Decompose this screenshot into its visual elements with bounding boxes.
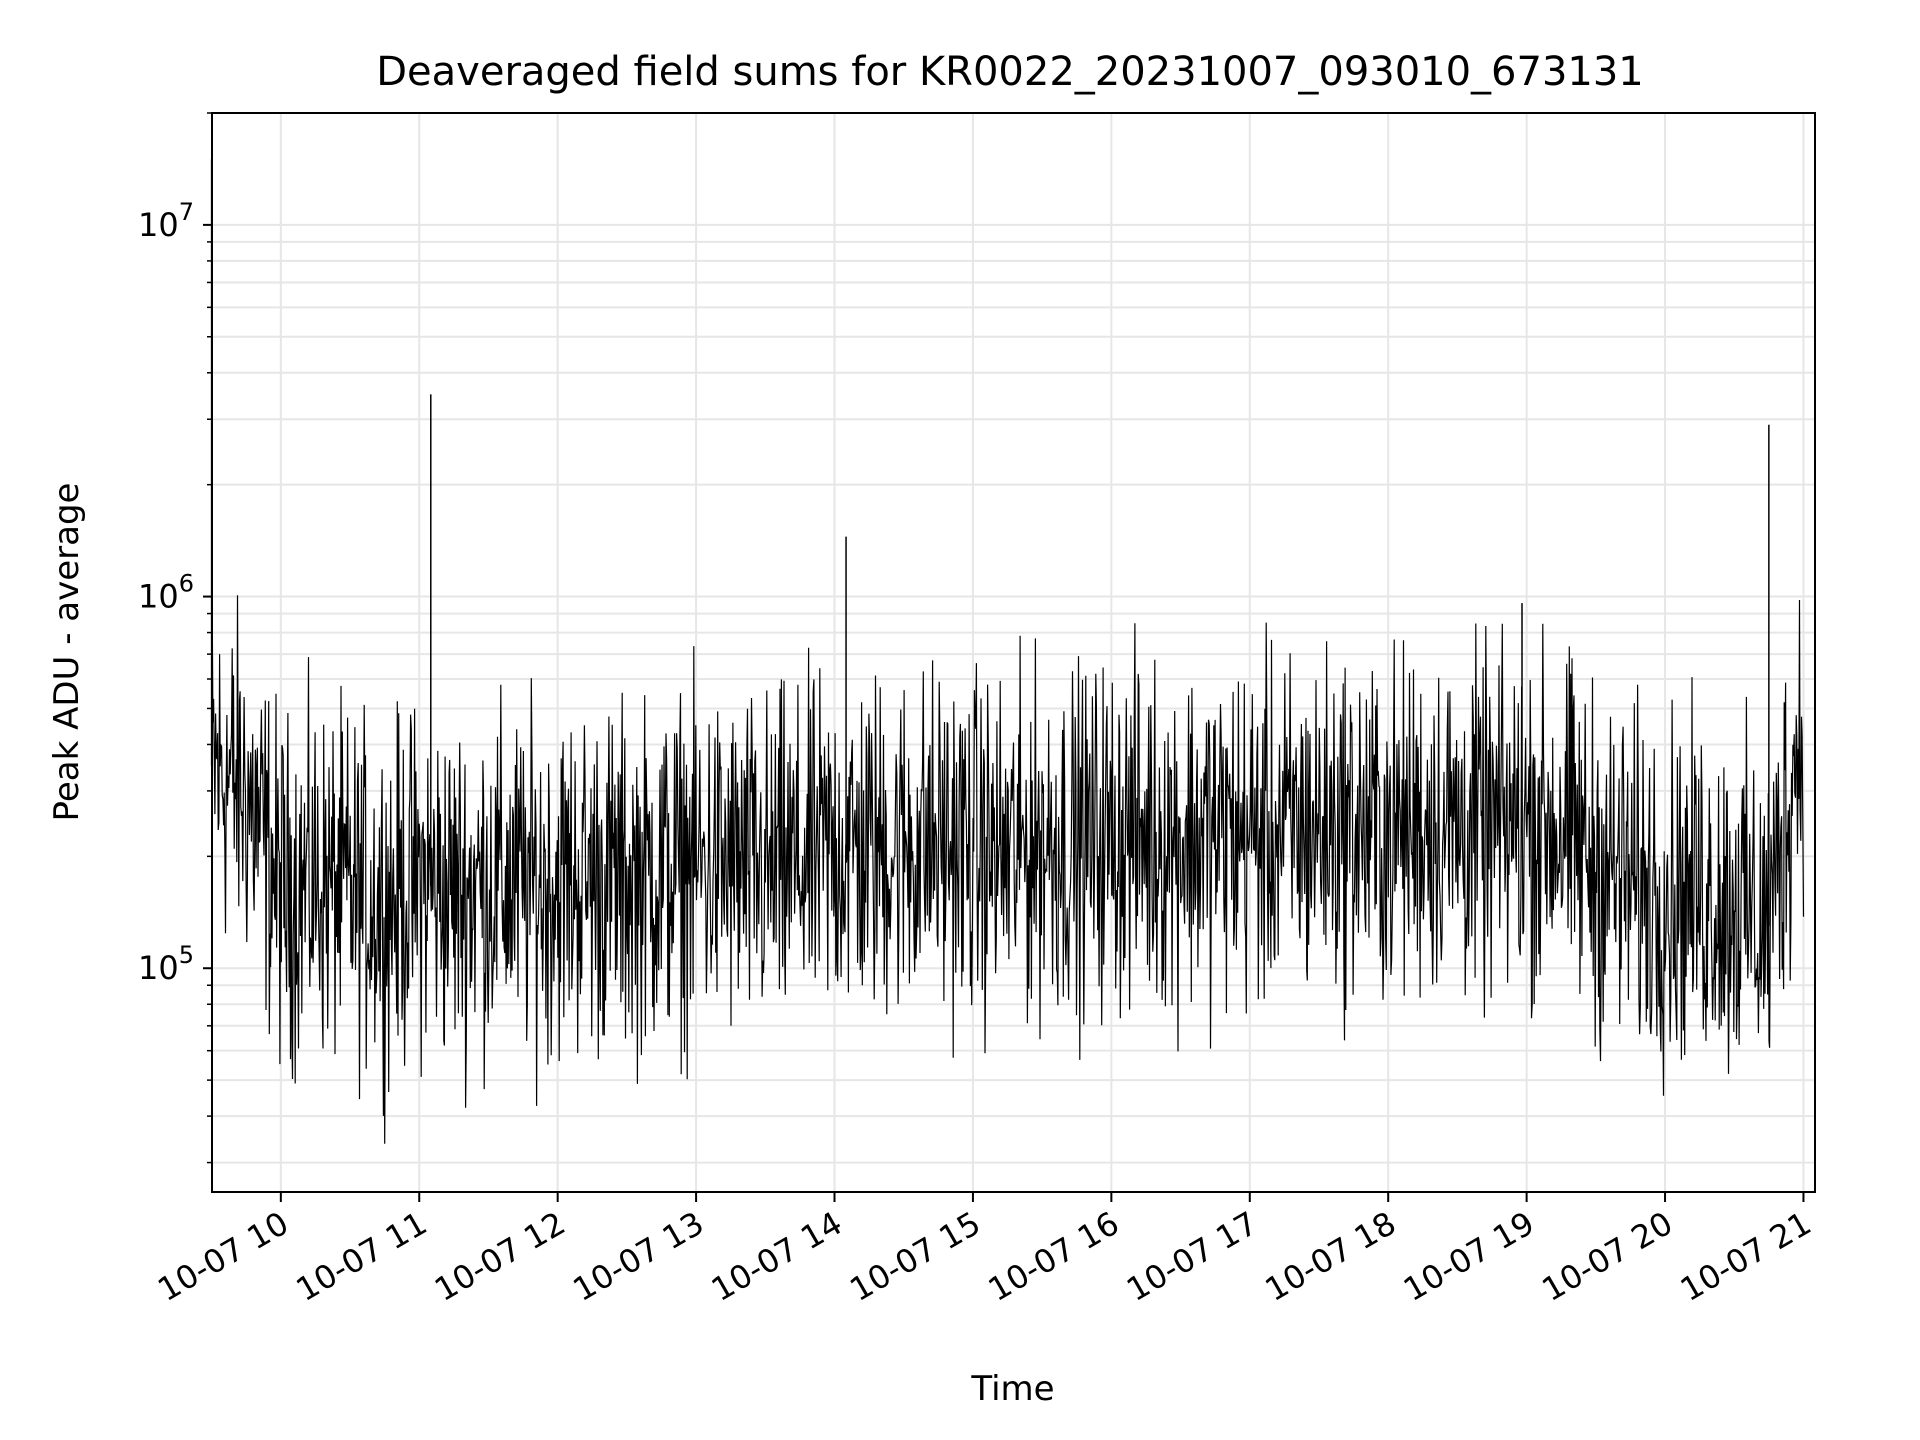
y-axis: 105 106 107 (138, 112, 212, 1164)
y-axis-label: Peak ADU - average (47, 483, 87, 822)
y-tick-label: 106 (138, 570, 194, 616)
y-tick-label: 105 (138, 941, 194, 987)
plot-frame (211, 112, 1816, 1193)
series-line (211, 595, 1805, 1144)
chart-title: Deaveraged field sums for KR0022_2023100… (376, 49, 1644, 95)
y-tick-label: 107 (138, 198, 194, 244)
data-series (210, 159, 1805, 1144)
x-axis-label: Time (970, 1369, 1054, 1409)
